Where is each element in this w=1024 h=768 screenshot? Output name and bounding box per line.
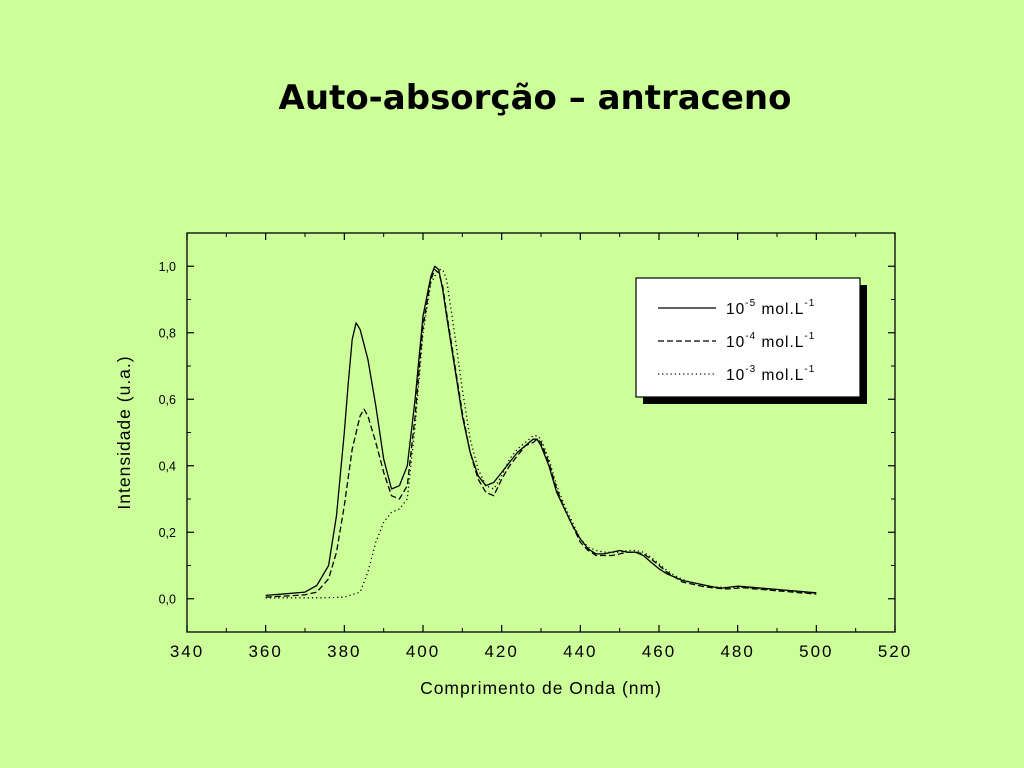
x-tick-label: 400: [406, 642, 440, 661]
y-tick-label: 0,0: [159, 592, 176, 606]
y-tick-label: 0,4: [159, 459, 176, 473]
legend-label-2: 10-4 mol.L-1: [726, 331, 815, 351]
y-tick-label: 0,2: [159, 526, 176, 540]
x-tick-label: 360: [248, 642, 282, 661]
x-axis-title: Comprimento de Onda (nm): [420, 678, 662, 698]
legend-label-3: 10-3 mol.L-1: [726, 364, 815, 384]
y-tick-label: 1,0: [159, 260, 176, 274]
legend-label-1: 10-5 mol.L-1: [726, 298, 815, 318]
x-tick-label: 480: [720, 642, 754, 661]
y-tick-label: 0,6: [159, 393, 176, 407]
x-tick-label: 460: [642, 642, 676, 661]
x-tick-label: 420: [484, 642, 518, 661]
x-tick-label: 440: [563, 642, 597, 661]
series-line-2: [265, 268, 817, 598]
series-line-1: [265, 265, 817, 597]
slide-title: Auto-absorção – antraceno: [278, 78, 792, 118]
x-tick-label: 380: [327, 642, 361, 661]
x-tick-label: 500: [799, 642, 833, 661]
legend-box: [635, 277, 861, 398]
x-tick-label: 340: [170, 642, 204, 661]
y-axis-title: Intensidade (u.a.): [114, 355, 134, 509]
x-tick-label: 520: [878, 642, 912, 661]
y-tick-label: 0,8: [159, 326, 176, 340]
